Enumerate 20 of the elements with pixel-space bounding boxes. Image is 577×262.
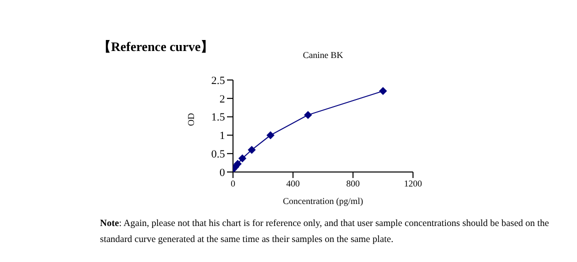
point xyxy=(238,154,246,162)
text: 【Reference curve】 xyxy=(98,38,214,56)
x-tick-label: 0 xyxy=(230,178,236,188)
y-tick-label: 1.5 xyxy=(211,112,226,124)
y-tick-label: 2.5 xyxy=(211,74,226,87)
point xyxy=(266,131,274,140)
y-tick-label: 2 xyxy=(220,93,225,106)
point xyxy=(304,110,312,119)
chart-title: Canine BK xyxy=(302,50,344,60)
y-tick-label: 0.5 xyxy=(211,148,226,161)
y-axis-title: OD xyxy=(186,112,196,126)
x-tick-label: 400 xyxy=(286,178,300,188)
text: Note: Again, please not that his chart is for reference only, and that user sample concentrations should be based on the standard curve generated at the same time as their samples on the same plate. xyxy=(100,218,550,247)
y-tick-label: 1 xyxy=(220,130,225,142)
point xyxy=(248,146,256,154)
x-axis-title: Concentration (pg/ml) xyxy=(282,196,364,206)
point xyxy=(379,87,387,96)
y-tick-label: 0 xyxy=(220,166,226,179)
x-tick-label: 800 xyxy=(346,178,360,188)
x-tick-label: 1200 xyxy=(404,178,422,188)
